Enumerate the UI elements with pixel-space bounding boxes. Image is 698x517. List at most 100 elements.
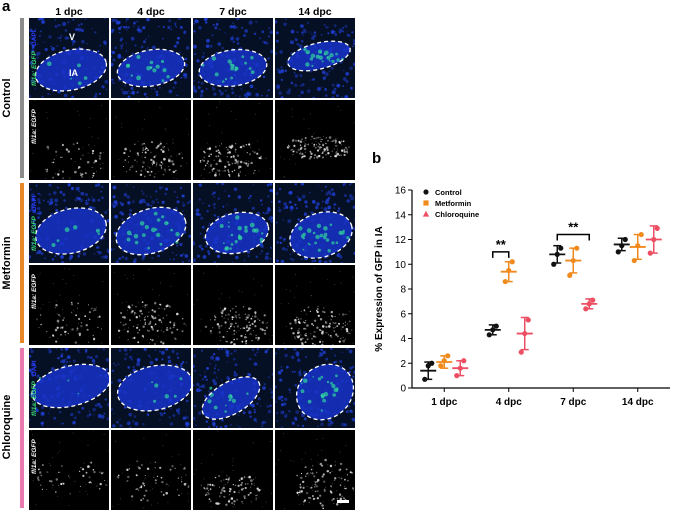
dapi-channel-label: DAPI bbox=[31, 360, 38, 376]
egfp-single-channel-label: fli1a: EGFP bbox=[31, 439, 38, 474]
y-tick-label: 0 bbox=[400, 384, 406, 395]
merge-image-metformin-7dpc bbox=[193, 183, 273, 263]
gfp-expression-chart: 0 2 4 6 8 10 12 14 16 1 dpc 4 dpc 7 dpc 14 dpc % Expr… bbox=[374, 186, 670, 408]
legend-label-chloroquine: Chloroquine bbox=[435, 210, 479, 219]
merge-image-chloroquine-7dpc bbox=[193, 348, 273, 428]
data-point bbox=[438, 363, 444, 369]
egfp-image-control-4dpc bbox=[111, 100, 191, 180]
data-point bbox=[490, 327, 496, 333]
data-point bbox=[583, 306, 589, 312]
group-label-control: Control bbox=[1, 78, 13, 118]
data-point bbox=[586, 301, 592, 307]
merge-image-chloroquine-14dpc bbox=[275, 348, 355, 428]
data-point bbox=[457, 365, 463, 371]
legend-marker-control bbox=[423, 189, 429, 195]
data-point bbox=[422, 376, 428, 382]
data-point bbox=[631, 257, 637, 264]
data-point bbox=[445, 353, 451, 359]
data-point bbox=[509, 259, 515, 265]
data-point bbox=[570, 257, 576, 264]
egfp-image-control-1dpc: fli1a: EGFP bbox=[29, 100, 109, 180]
data-point bbox=[651, 236, 657, 243]
y-axis-label: % Expression of GFP in IA bbox=[374, 226, 385, 351]
group-label-metformin: Metformin bbox=[1, 236, 13, 290]
egfp-image-chloroquine-1dpc: fli1a: EGFP bbox=[29, 430, 109, 510]
x-tick-label: 14 dpc bbox=[622, 397, 654, 408]
dapi-channel-label: DAPI bbox=[31, 30, 38, 46]
dapi-channel-label: DAPI bbox=[31, 195, 38, 211]
significance-bracket bbox=[492, 251, 510, 258]
data-point bbox=[554, 251, 560, 257]
injured-area-label: IA bbox=[69, 68, 78, 78]
data-point bbox=[622, 236, 628, 243]
legend-label-control: Control bbox=[435, 188, 462, 197]
group-label-chloroquine: Chloroquine bbox=[1, 394, 13, 460]
egfp-image-control-7dpc bbox=[193, 100, 273, 180]
column-header-1dpc: 1 dpc bbox=[55, 6, 83, 18]
data-point bbox=[647, 250, 653, 256]
legend-label-metformin: Metformin bbox=[435, 199, 472, 208]
egfp-image-chloroquine-7dpc bbox=[193, 430, 273, 510]
merge-image-metformin-4dpc bbox=[111, 183, 191, 263]
data-point bbox=[506, 267, 512, 274]
data-point bbox=[522, 330, 528, 337]
data-point bbox=[441, 358, 447, 364]
egfp-channel-label: fli1a: EGFP bbox=[31, 216, 38, 251]
merge-image-control-14dpc bbox=[275, 18, 355, 98]
y-tick-label: 10 bbox=[395, 260, 407, 271]
egfp-image-chloroquine-4dpc bbox=[111, 430, 191, 510]
y-tick-label: 14 bbox=[395, 210, 407, 221]
group-bar-chloroquine bbox=[20, 348, 24, 508]
x-tick-label: 4 dpc bbox=[496, 397, 523, 408]
significance-bracket bbox=[556, 233, 590, 241]
group-bar-control bbox=[20, 18, 24, 178]
y-tick-label: 2 bbox=[400, 359, 406, 370]
merge-image-control-4dpc bbox=[111, 18, 191, 98]
egfp-image-control-14dpc bbox=[275, 100, 355, 180]
data-point bbox=[518, 349, 524, 355]
data-point bbox=[619, 243, 625, 249]
egfp-image-metformin-1dpc: fli1a: EGFP bbox=[29, 265, 109, 345]
legend-marker-chloroquine bbox=[422, 210, 430, 217]
y-tick-label: 4 bbox=[400, 334, 406, 345]
ventricle-label: V bbox=[69, 32, 76, 42]
column-header-14dpc: 14 dpc bbox=[298, 6, 332, 18]
egfp-channel-label: fli1a: EGFP bbox=[31, 51, 38, 86]
data-point bbox=[558, 245, 564, 251]
x-tick-label: 7 dpc bbox=[560, 397, 587, 408]
data-point bbox=[525, 317, 531, 323]
panel-b-label: b bbox=[372, 150, 382, 167]
data-point bbox=[590, 297, 596, 303]
data-point bbox=[454, 373, 460, 379]
x-tick-label: 1 dpc bbox=[431, 397, 458, 408]
data-point bbox=[486, 332, 492, 338]
data-point bbox=[502, 278, 508, 285]
significance-label: ** bbox=[568, 220, 579, 235]
data-point bbox=[615, 249, 621, 255]
egfp-single-channel-label: fli1a: EGFP bbox=[31, 274, 38, 309]
column-header-4dpc: 4 dpc bbox=[137, 6, 165, 18]
data-point bbox=[638, 231, 644, 238]
significance-label: ** bbox=[496, 237, 507, 252]
column-header-7dpc: 7 dpc bbox=[219, 6, 247, 18]
legend-marker-metformin bbox=[423, 200, 429, 206]
egfp-image-metformin-4dpc bbox=[111, 265, 191, 345]
merge-image-metformin-14dpc bbox=[275, 183, 355, 263]
y-tick-label: 12 bbox=[395, 235, 407, 246]
egfp-channel-label: fli1a: EGFP bbox=[31, 381, 38, 416]
data-point bbox=[429, 360, 435, 366]
data-point bbox=[654, 225, 660, 231]
data-point bbox=[551, 261, 557, 267]
y-tick-label: 8 bbox=[400, 285, 406, 296]
egfp-image-chloroquine-14dpc bbox=[275, 430, 355, 510]
data-point bbox=[567, 272, 573, 278]
merge-image-chloroquine-4dpc bbox=[111, 348, 191, 428]
data-point bbox=[493, 323, 499, 329]
data-point bbox=[461, 358, 467, 364]
group-bar-metformin bbox=[20, 183, 24, 343]
data-point bbox=[574, 245, 580, 251]
y-tick-label: 16 bbox=[395, 186, 407, 197]
panel-a-label: a bbox=[2, 0, 11, 15]
data-point bbox=[635, 243, 641, 249]
scale-bar bbox=[337, 500, 349, 503]
